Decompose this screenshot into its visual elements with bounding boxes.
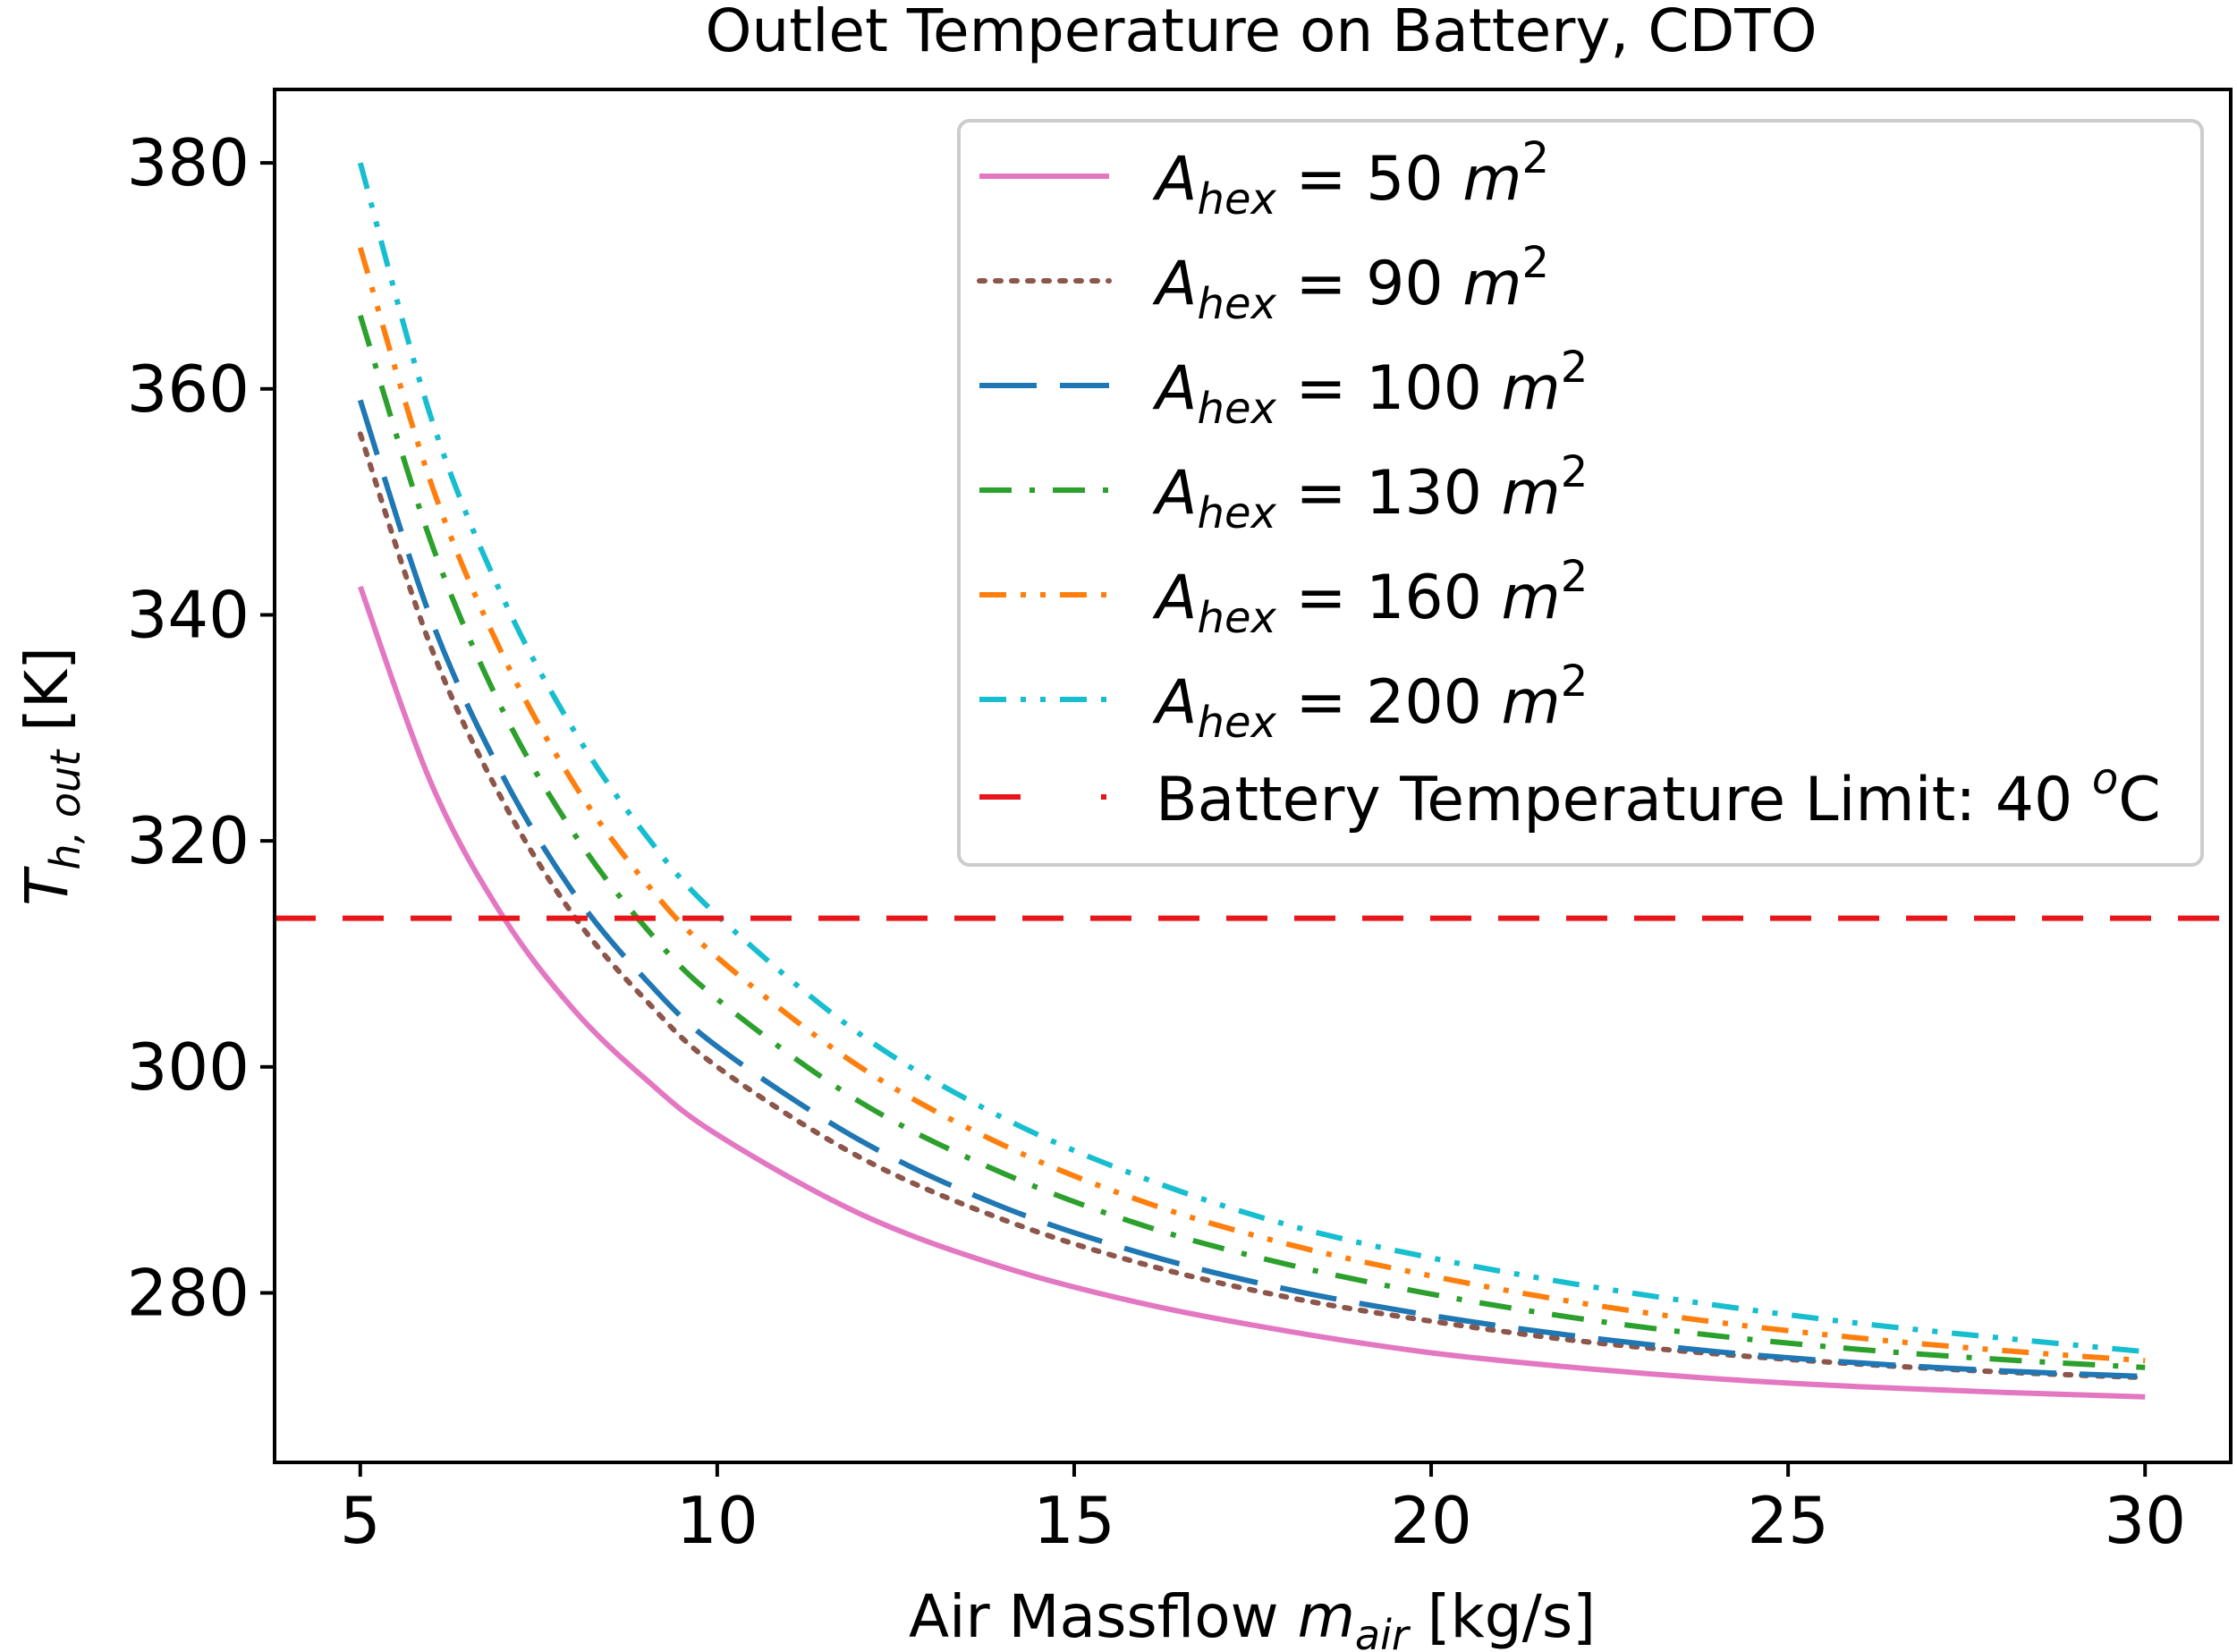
series-line-5 bbox=[357, 247, 2146, 1364]
y-tick-label: 280 bbox=[127, 1255, 250, 1330]
x-tick-label: 15 bbox=[1033, 1483, 1115, 1558]
legend-label-3: Ahex = 100 m2 bbox=[1152, 343, 1588, 434]
x-tick-label: 25 bbox=[1747, 1483, 1829, 1558]
y-axis-label: Th, out [K] bbox=[13, 647, 89, 906]
y-tick-label: 340 bbox=[127, 577, 250, 652]
y-tick-label: 380 bbox=[127, 125, 250, 200]
legend-label-limit: Battery Temperature Limit: 40 oC bbox=[1156, 754, 2161, 835]
x-axis-label: Air Massflow mair [kg/s] bbox=[909, 1582, 1596, 1652]
chart-title: Outlet Temperature on Battery, CDTO bbox=[705, 0, 1817, 65]
y-axis-label-unit: [K] bbox=[13, 647, 81, 750]
plot-lines bbox=[357, 162, 2148, 1400]
x-axis-ticks: 5 10 15 20 25 30 bbox=[340, 1462, 2186, 1558]
legend-box bbox=[957, 119, 2204, 867]
y-axis-label-symbol: T bbox=[13, 866, 81, 906]
x-axis-label-unit: [kg/s] bbox=[1409, 1582, 1596, 1651]
legend-label-6: Ahex = 200 m2 bbox=[1152, 657, 1588, 748]
legend-entries: Ahex = 50 m2 Ahex = 90 m2 Ahex = 100 m2 Ahe… bbox=[977, 133, 2161, 835]
legend-label-5: Ahex = 160 m2 bbox=[1152, 552, 1588, 643]
series-line-3 bbox=[357, 399, 2146, 1379]
x-axis-label-subscript: air bbox=[1355, 1611, 1411, 1652]
legend: Ahex = 50 m2 Ahex = 90 m2 Ahex = 100 m2 Ahe… bbox=[957, 119, 2204, 867]
series-line-4 bbox=[357, 314, 2146, 1370]
y-axis-label-subscript: h, out bbox=[41, 749, 89, 870]
x-tick-label: 30 bbox=[2104, 1483, 2186, 1558]
series-line-6 bbox=[357, 162, 2146, 1355]
y-tick-label: 360 bbox=[127, 352, 250, 427]
legend-label-1: Ahex = 50 m2 bbox=[1152, 133, 1549, 225]
legend-label-2: Ahex = 90 m2 bbox=[1152, 238, 1549, 329]
y-axis-ticks: 280 300 320 340 360 380 bbox=[127, 125, 275, 1330]
plot-frame bbox=[273, 88, 2233, 1464]
y-tick-label: 320 bbox=[127, 803, 250, 878]
x-tick-label: 5 bbox=[340, 1483, 381, 1558]
x-axis-label-symbol: m bbox=[1298, 1582, 1355, 1651]
series-line-1 bbox=[357, 585, 2146, 1400]
y-tick-label: 300 bbox=[127, 1029, 250, 1105]
x-tick-label: 20 bbox=[1390, 1483, 1472, 1558]
legend-label-4: Ahex = 130 m2 bbox=[1152, 447, 1588, 538]
x-axis-label-main: Air Massflow bbox=[909, 1582, 1298, 1651]
x-tick-label: 10 bbox=[676, 1483, 758, 1558]
